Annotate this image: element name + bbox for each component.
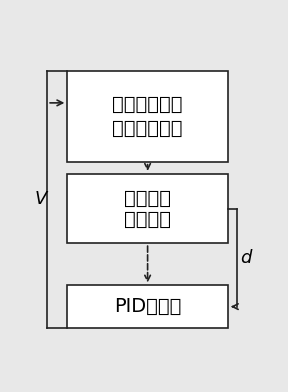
Text: V: V [34, 191, 47, 209]
Text: d: d [240, 249, 251, 267]
Bar [67, 174, 228, 243]
Text: PID控制器: PID控制器 [114, 297, 181, 316]
Text: 有限元电纺丝: 有限元电纺丝 [112, 95, 183, 114]
Bar [67, 285, 228, 328]
Bar [67, 71, 228, 162]
Text: 系统辨识: 系统辨识 [124, 210, 171, 229]
Text: 纤维运动模型: 纤维运动模型 [112, 119, 183, 138]
Text: 最小二乘: 最小二乘 [124, 189, 171, 207]
